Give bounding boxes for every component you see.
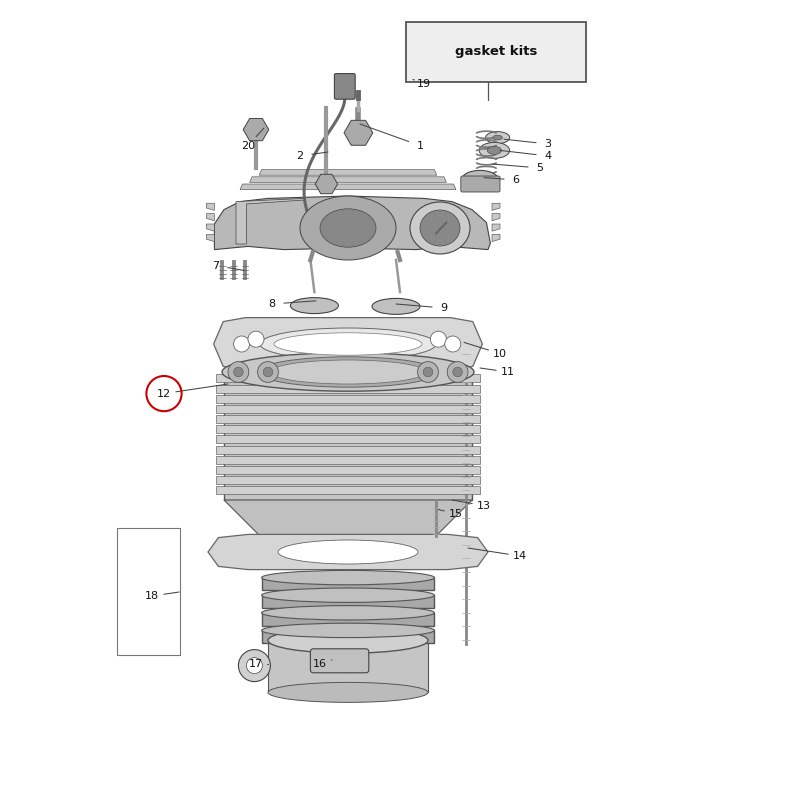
Polygon shape [216,415,480,423]
Ellipse shape [334,661,362,672]
Text: gasket kits: gasket kits [455,46,537,58]
Polygon shape [206,214,214,221]
Text: 15: 15 [449,509,463,518]
Circle shape [234,336,250,352]
Ellipse shape [262,588,434,602]
Text: 10: 10 [493,349,507,358]
Ellipse shape [486,131,510,144]
Polygon shape [240,184,456,190]
Ellipse shape [268,627,428,653]
Polygon shape [492,214,500,221]
Circle shape [430,331,446,347]
Polygon shape [262,595,434,608]
Circle shape [246,658,262,674]
Text: 17: 17 [249,659,263,669]
Circle shape [418,362,438,382]
Text: 5: 5 [537,163,543,173]
Ellipse shape [270,360,426,384]
Text: 12: 12 [157,389,171,398]
Ellipse shape [300,196,396,260]
Ellipse shape [222,353,474,391]
Text: 18: 18 [145,591,159,601]
Polygon shape [250,177,446,182]
Text: 16: 16 [313,659,327,669]
Circle shape [238,650,270,682]
FancyBboxPatch shape [334,74,355,99]
Ellipse shape [274,333,422,355]
Circle shape [234,367,243,377]
Text: 4: 4 [545,151,551,161]
Polygon shape [214,318,482,370]
Polygon shape [216,405,480,413]
Text: 3: 3 [545,139,551,149]
Polygon shape [492,203,500,210]
Circle shape [258,362,278,382]
Polygon shape [262,613,434,626]
Polygon shape [492,234,500,242]
Circle shape [445,336,461,352]
FancyBboxPatch shape [461,176,500,192]
Ellipse shape [493,135,502,140]
Circle shape [228,362,249,382]
Ellipse shape [320,209,376,247]
Ellipse shape [410,202,470,254]
Ellipse shape [260,328,436,360]
Polygon shape [206,234,214,242]
Polygon shape [216,486,480,494]
Circle shape [263,367,273,377]
Ellipse shape [262,623,434,638]
Text: 13: 13 [477,501,491,510]
Text: 8: 8 [269,299,275,309]
Text: 14: 14 [513,551,527,561]
Text: 2: 2 [297,151,303,161]
Ellipse shape [420,210,460,246]
Polygon shape [214,196,490,250]
Text: 1: 1 [417,141,423,150]
Ellipse shape [262,570,434,585]
Circle shape [423,367,433,377]
Text: 6: 6 [513,175,519,185]
Polygon shape [268,640,428,692]
Circle shape [447,362,468,382]
Polygon shape [216,374,480,382]
Polygon shape [216,394,480,402]
Circle shape [248,331,264,347]
FancyBboxPatch shape [406,22,586,82]
Polygon shape [216,476,480,484]
Ellipse shape [479,142,510,158]
FancyBboxPatch shape [310,649,369,673]
Polygon shape [262,630,434,643]
Polygon shape [216,426,480,434]
Polygon shape [216,456,480,464]
Ellipse shape [258,357,438,387]
Polygon shape [262,578,434,590]
Polygon shape [208,534,488,570]
Polygon shape [259,170,437,175]
FancyBboxPatch shape [224,372,472,500]
Polygon shape [216,385,480,393]
Ellipse shape [268,682,428,702]
Text: 9: 9 [441,303,447,313]
Text: 11: 11 [501,367,515,377]
Ellipse shape [487,146,502,154]
Ellipse shape [372,298,420,314]
Ellipse shape [290,298,338,314]
Ellipse shape [278,540,418,564]
Circle shape [453,367,462,377]
Polygon shape [236,198,304,244]
Polygon shape [216,466,480,474]
Polygon shape [216,435,480,443]
Polygon shape [224,500,472,548]
Text: 7: 7 [213,261,219,270]
Polygon shape [206,203,214,210]
Ellipse shape [262,606,434,620]
Ellipse shape [462,170,498,188]
Text: 19: 19 [417,79,431,89]
Text: 20: 20 [241,141,255,150]
Polygon shape [216,446,480,454]
Polygon shape [492,224,500,231]
Polygon shape [206,224,214,231]
